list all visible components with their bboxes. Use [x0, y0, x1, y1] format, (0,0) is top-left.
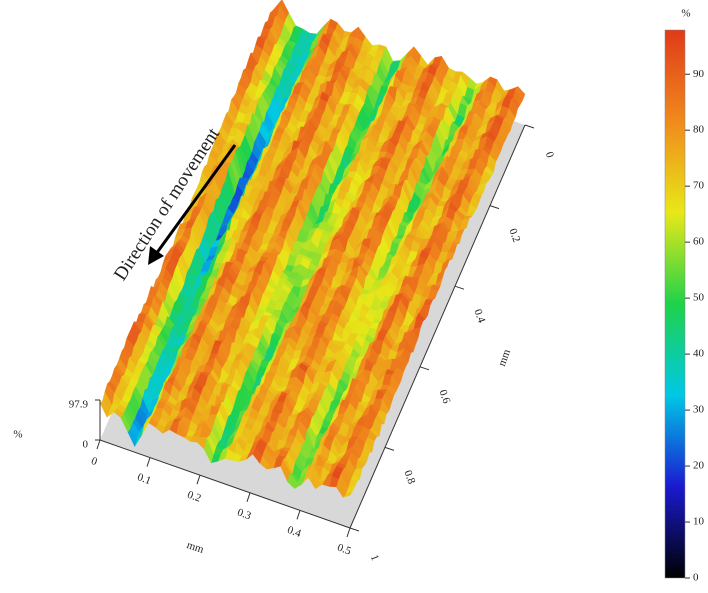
- surface-facet: [99, 400, 110, 418]
- colorbar-label: %: [681, 8, 690, 20]
- y-tick-label: 0.4: [471, 308, 487, 325]
- arrow-head: [148, 246, 164, 265]
- z-tick-label: 97.9: [69, 399, 89, 411]
- x-tick: [346, 527, 351, 538]
- y-tick: [524, 124, 535, 129]
- z-tick-label: 0: [83, 439, 89, 451]
- x-tick-label: 0.3: [236, 506, 253, 522]
- x-tick: [146, 457, 151, 467]
- y-tick-label: 0.6: [436, 388, 452, 405]
- y-tick-label: 0.2: [506, 227, 522, 244]
- colorbar-tick-label: 60: [693, 236, 705, 248]
- colorbar-tick-label: 40: [693, 348, 705, 360]
- x-tick-label: 0.2: [186, 489, 203, 505]
- z-axis-label: %: [13, 429, 22, 441]
- x-tick: [96, 439, 101, 450]
- x-tick-label: 0.1: [136, 471, 153, 487]
- colorbar: [664, 29, 686, 579]
- surface: [99, 0, 526, 528]
- y-tick: [419, 366, 430, 371]
- colorbar-tick-label: 30: [693, 404, 705, 416]
- x-tick-label: 0.5: [336, 542, 353, 558]
- x-axis-label: mm: [185, 539, 205, 556]
- y-axis: [349, 124, 526, 529]
- colorbar-tick-label: 10: [693, 516, 705, 528]
- x-tick-label: 0: [90, 455, 100, 468]
- y-axis-label: mm: [496, 347, 513, 368]
- y-tick: [384, 446, 395, 451]
- y-tick-label: 0.8: [401, 469, 417, 486]
- colorbar-tick-label: 80: [693, 124, 705, 136]
- x-tick: [246, 492, 251, 502]
- y-tick: [349, 527, 360, 532]
- colorbar-tick-label: 50: [693, 292, 705, 304]
- y-tick-label: 1: [368, 553, 381, 562]
- x-tick: [196, 475, 201, 485]
- colorbar-tick-label: 70: [693, 180, 705, 192]
- y-tick: [454, 285, 465, 290]
- x-axis: [99, 439, 351, 529]
- colorbar-tick-label: 0: [693, 572, 699, 584]
- colorbar-tick-label: 20: [693, 460, 705, 472]
- x-tick-label: 0.4: [286, 524, 303, 540]
- y-tick-label: 0: [543, 150, 556, 160]
- arrow-shaft: [154, 144, 237, 255]
- colorbar-tick-label: 90: [693, 68, 705, 80]
- x-tick: [296, 510, 301, 520]
- y-tick: [489, 205, 500, 210]
